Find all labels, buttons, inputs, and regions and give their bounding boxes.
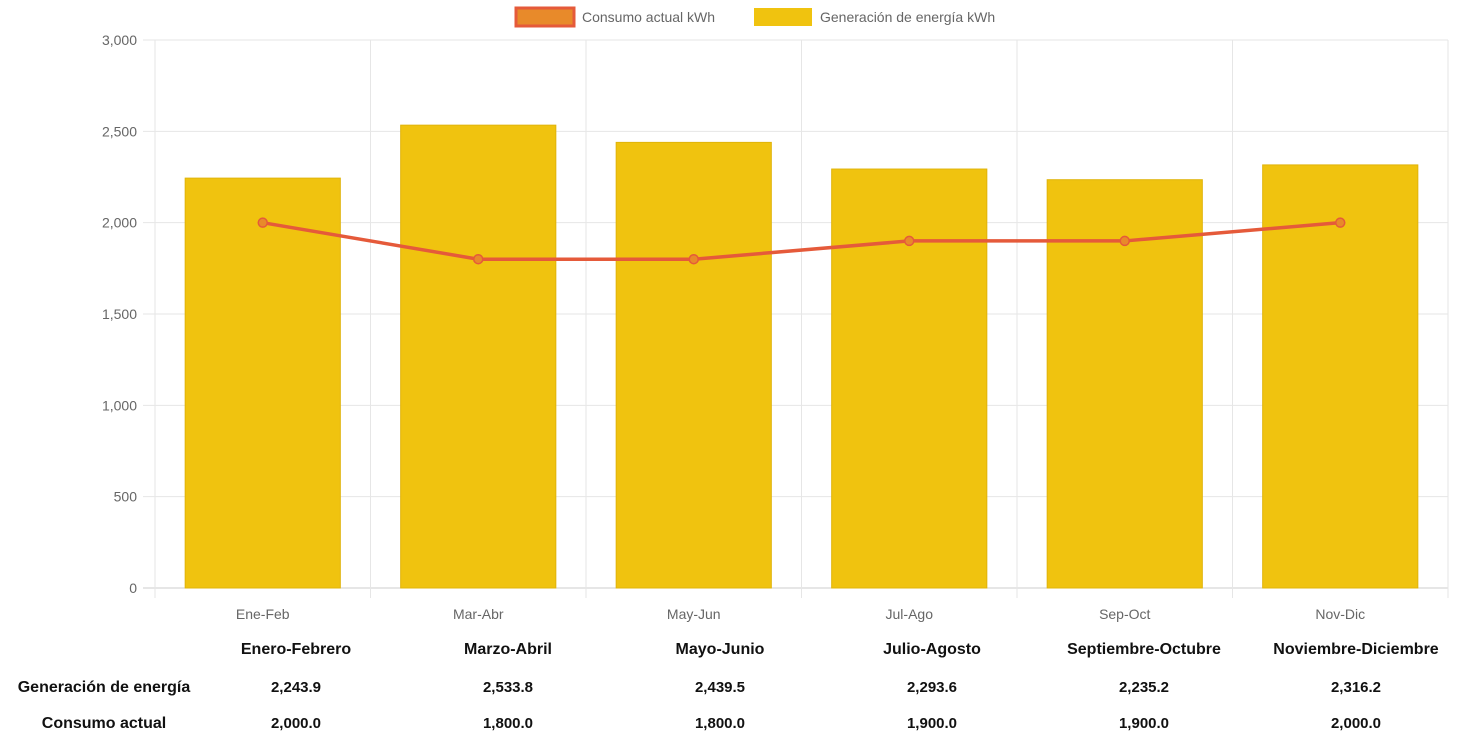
table-cell-con-3: 1,900.0	[907, 715, 957, 732]
legend-label-consumo: Consumo actual kWh	[582, 9, 715, 25]
consumo-line-path	[262, 220, 1341, 261]
y-axis: 0 500 1,000 1,500 2,000 2,500 3,000	[102, 32, 137, 596]
table-cell-gen-2: 2,439.5	[695, 679, 745, 696]
table-header-5: Noviembre-Diciembre	[1273, 641, 1438, 658]
table-header-3: Julio-Agosto	[883, 641, 981, 658]
legend-item-generacion[interactable]: Generación de energía kWh	[754, 8, 995, 26]
table-header-1: Marzo-Abril	[464, 641, 552, 658]
table-header-4: Septiembre-Octubre	[1067, 641, 1221, 658]
consumo-point-5[interactable]	[1335, 217, 1346, 228]
consumo-point-0[interactable]	[257, 217, 268, 228]
data-table: Enero-Febrero Marzo-Abril Mayo-Junio Jul…	[18, 641, 1439, 732]
table-cell-gen-3: 2,293.6	[907, 679, 957, 696]
table-cell-gen-4: 2,235.2	[1119, 679, 1169, 696]
table-cell-con-5: 2,000.0	[1331, 715, 1381, 732]
table-cell-gen-1: 2,533.8	[483, 679, 533, 696]
consumo-point-4[interactable]	[1119, 235, 1130, 247]
x-tick-label: Nov-Dic	[1315, 606, 1365, 622]
x-axis: Ene-Feb Mar-Abr May-Jun Jul-Ago Sep-Oct Nov-D…	[236, 606, 1365, 622]
y-tick-label: 500	[114, 489, 138, 505]
table-header-0: Enero-Febrero	[241, 641, 351, 658]
bar-generacion-4[interactable]	[1046, 179, 1203, 589]
y-tick-label: 1,000	[102, 397, 137, 413]
x-tick-label: Jul-Ago	[886, 606, 934, 622]
y-tick-label: 1,500	[102, 306, 137, 322]
x-tick-label: May-Jun	[667, 606, 721, 622]
consumo-line	[257, 217, 1346, 265]
table-header-2: Mayo-Junio	[676, 641, 765, 658]
table-cell-con-1: 1,800.0	[483, 715, 533, 732]
bar-generacion-0[interactable]	[184, 177, 341, 589]
row-label-consumo: Consumo actual	[42, 715, 166, 732]
table-cell-gen-0: 2,243.9	[271, 679, 321, 696]
y-tick-label: 2,500	[102, 123, 137, 139]
x-tick-label: Ene-Feb	[236, 606, 290, 622]
bar-generacion-3[interactable]	[831, 168, 988, 589]
legend-label-generacion: Generación de energía kWh	[820, 9, 995, 25]
consumo-point-1[interactable]	[473, 253, 484, 265]
x-tick-label: Mar-Abr	[453, 606, 504, 622]
bars	[184, 124, 1419, 589]
legend-swatch-consumo	[514, 6, 576, 28]
table-cell-con-4: 1,900.0	[1119, 715, 1169, 732]
legend: Consumo actual kWh Generación de energía…	[514, 6, 995, 28]
bar-generacion-5[interactable]	[1262, 164, 1419, 589]
x-tick-label: Sep-Oct	[1099, 606, 1150, 622]
table-cell-gen-5: 2,316.2	[1331, 679, 1381, 696]
bar-generacion-2[interactable]	[615, 141, 772, 589]
y-tick-label: 3,000	[102, 32, 137, 48]
y-tick-label: 2,000	[102, 215, 137, 231]
consumo-point-3[interactable]	[904, 235, 915, 247]
legend-swatch-generacion	[754, 8, 812, 26]
consumo-point-2[interactable]	[688, 253, 699, 265]
row-label-generacion: Generación de energía	[18, 679, 191, 696]
y-tick-label: 0	[129, 580, 137, 596]
grid	[143, 39, 1449, 598]
table-cell-con-2: 1,800.0	[695, 715, 745, 732]
table-cell-con-0: 2,000.0	[271, 715, 321, 732]
legend-item-consumo[interactable]: Consumo actual kWh	[514, 6, 715, 28]
bar-generacion-1[interactable]	[400, 124, 557, 589]
